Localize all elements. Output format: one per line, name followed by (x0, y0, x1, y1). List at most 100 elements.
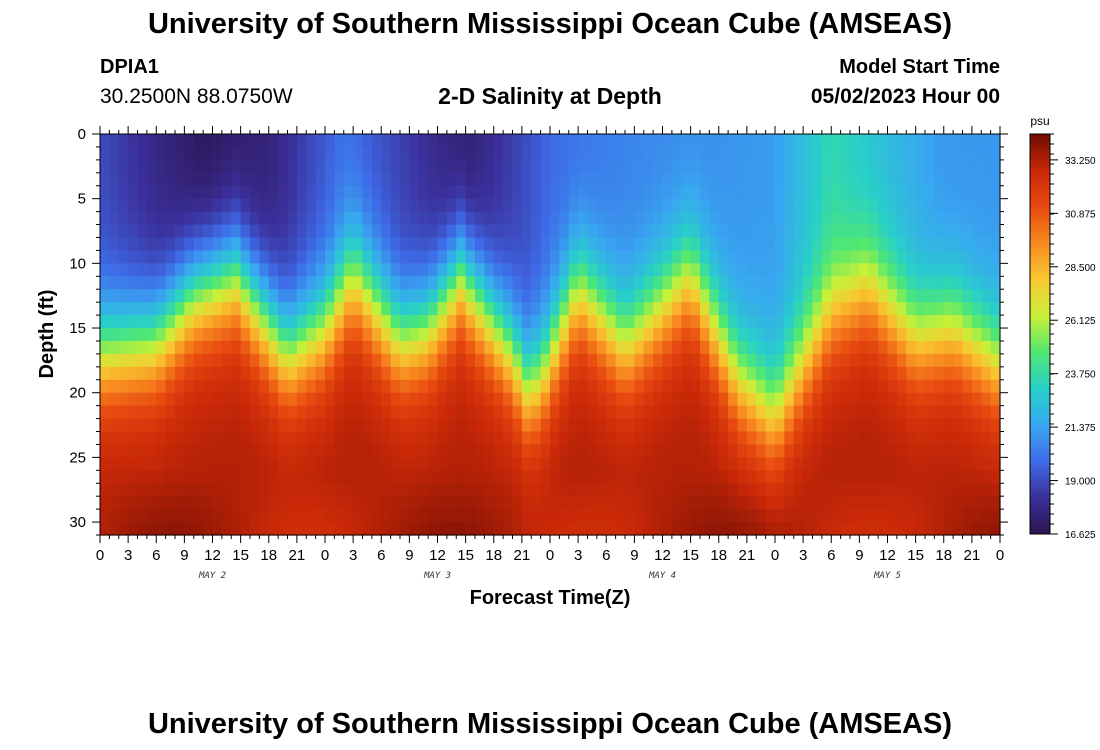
heatmap-cell (756, 146, 767, 161)
heatmap-cell (400, 483, 410, 497)
heatmap-cell (784, 457, 795, 471)
heatmap-cell (315, 457, 326, 471)
heatmap-cell (803, 340, 814, 355)
heatmap-cell (756, 315, 767, 329)
heatmap-cell (896, 172, 907, 187)
heatmap-cell (184, 159, 195, 174)
heatmap-cell (925, 418, 935, 433)
heatmap-cell (737, 444, 748, 458)
heatmap-cell (850, 444, 860, 458)
heatmap-cell (446, 405, 457, 420)
x-tick-label: 21 (289, 547, 306, 564)
heatmap-cell (503, 198, 514, 213)
heatmap-cell (765, 522, 776, 536)
heatmap-cell (821, 509, 832, 523)
heatmap-cell (371, 134, 382, 148)
heatmap-cell (821, 146, 832, 161)
heatmap-cell (634, 522, 645, 536)
heatmap-cell (371, 509, 382, 523)
heatmap-cell (831, 470, 842, 484)
heatmap-cell (306, 366, 317, 381)
heatmap-cell (484, 496, 495, 510)
heatmap-cell (409, 146, 420, 161)
heatmap-cell (596, 237, 607, 252)
heatmap-cell (475, 522, 485, 536)
heatmap-cell (296, 353, 307, 368)
heatmap-cell (128, 509, 139, 523)
heatmap-cell (700, 483, 710, 497)
heatmap-cell (540, 392, 551, 407)
heatmap-cell (484, 185, 495, 200)
heatmap-cell (634, 340, 645, 355)
heatmap-cell (625, 418, 635, 433)
heatmap-cell (915, 289, 926, 303)
heatmap-cell (259, 328, 270, 342)
heatmap-cell (240, 444, 251, 458)
heatmap-cell (906, 198, 917, 213)
heatmap-cell (465, 224, 476, 239)
heatmap-cell (643, 379, 654, 394)
heatmap-cell (465, 263, 476, 277)
heatmap-cell (634, 263, 645, 277)
heatmap-cell (925, 444, 935, 458)
x-tick-label: 0 (546, 547, 554, 564)
heatmap-cell (334, 237, 345, 252)
heatmap-cell (100, 237, 110, 252)
heatmap-cell (118, 185, 129, 200)
heatmap-cell (550, 146, 560, 161)
heatmap-cell (643, 134, 654, 148)
heatmap-cell (737, 470, 748, 484)
heatmap-cell (193, 405, 204, 420)
heatmap-cell (137, 509, 148, 523)
heatmap-cell (493, 496, 504, 510)
heatmap-cell (634, 379, 645, 394)
heatmap-cell (934, 444, 945, 458)
heatmap-cell (568, 146, 579, 161)
x-tick-label: 21 (964, 547, 981, 564)
heatmap-cell (643, 159, 654, 174)
heatmap-cell (343, 405, 354, 420)
heatmap-cell (521, 509, 532, 523)
heatmap-cell (259, 405, 270, 420)
heatmap-cell (268, 353, 279, 368)
heatmap-cell (268, 379, 279, 394)
heatmap-cell (568, 134, 579, 148)
heatmap-cell (193, 470, 204, 484)
heatmap-cell (240, 509, 251, 523)
heatmap-cell (681, 522, 692, 536)
heatmap-cell (840, 315, 851, 329)
heatmap-cell (306, 198, 317, 213)
heatmap-cell (681, 444, 692, 458)
heatmap-cell (821, 522, 832, 536)
heatmap-cell (615, 250, 626, 264)
heatmap-cell (428, 444, 439, 458)
heatmap-cell (259, 418, 270, 433)
heatmap-cell (437, 483, 448, 497)
heatmap-cell (615, 483, 626, 497)
heatmap-cell (578, 470, 589, 484)
heatmap-cell (671, 328, 682, 342)
heatmap-cell (643, 237, 654, 252)
heatmap-cell (512, 198, 523, 213)
heatmap-cell (775, 457, 785, 471)
heatmap-cell (437, 444, 448, 458)
heatmap-cell (737, 198, 748, 213)
heatmap-cell (512, 276, 523, 290)
heatmap-cell (803, 522, 814, 536)
heatmap-cell (540, 146, 551, 161)
heatmap-cell (371, 457, 382, 471)
heatmap-cell (503, 134, 514, 148)
heatmap-cell (400, 276, 410, 290)
heatmap-cell (812, 483, 823, 497)
heatmap-cell (221, 263, 232, 277)
heatmap-cell (784, 146, 795, 161)
heatmap-cell (146, 392, 157, 407)
heatmap-cell (343, 172, 354, 187)
heatmap-cell (821, 250, 832, 264)
heatmap-cell (456, 134, 467, 148)
heatmap-cell (821, 315, 832, 329)
heatmap-cell (128, 134, 139, 148)
heatmap-cell (587, 172, 598, 187)
colorbar-gradient (1029, 133, 1051, 535)
heatmap-cell (971, 431, 982, 446)
